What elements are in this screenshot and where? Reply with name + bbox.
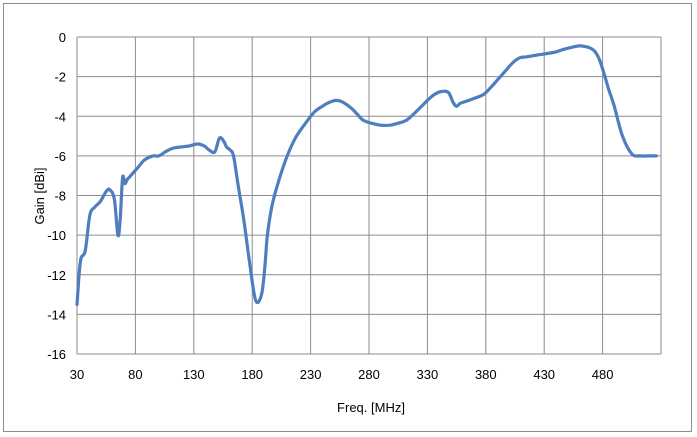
y-axis-title: Gain [dBi] bbox=[32, 167, 47, 224]
gain-chart: 0 -2 -4 -6 -8 -10 -12 -14 -16 30 80 130 180 230 280 33… bbox=[32, 30, 662, 415]
x-tick-label: 280 bbox=[358, 367, 380, 382]
x-tick-label: 480 bbox=[592, 367, 614, 382]
y-tick-label: -8 bbox=[54, 189, 66, 204]
x-tick-label: 130 bbox=[183, 367, 205, 382]
y-tick-labels: 0 -2 -4 -6 -8 -10 -12 -14 -16 bbox=[47, 30, 66, 362]
x-tick-label: 430 bbox=[533, 367, 555, 382]
x-tick-label: 380 bbox=[475, 367, 497, 382]
x-tick-label: 180 bbox=[241, 367, 263, 382]
y-tick-label: -14 bbox=[47, 307, 66, 322]
y-tick-label: -6 bbox=[54, 149, 66, 164]
gridlines bbox=[76, 36, 662, 355]
x-tick-label: 30 bbox=[70, 367, 84, 382]
y-tick-label: 0 bbox=[59, 30, 66, 45]
x-tick-label: 230 bbox=[300, 367, 322, 382]
y-tick-label: -4 bbox=[54, 109, 66, 124]
y-tick-label: -12 bbox=[47, 268, 66, 283]
series-group bbox=[75, 44, 658, 307]
x-axis-title: Freq. [MHz] bbox=[337, 400, 405, 415]
y-tick-label: -10 bbox=[47, 228, 66, 243]
x-tick-label: 330 bbox=[417, 367, 439, 382]
x-tick-labels: 30 80 130 180 230 280 330 380 430 480 bbox=[70, 367, 614, 382]
y-tick-label: -2 bbox=[54, 70, 66, 85]
gain-series-line bbox=[75, 44, 658, 307]
chart-frame: 0 -2 -4 -6 -8 -10 -12 -14 -16 30 80 130 180 230 280 33… bbox=[3, 3, 692, 432]
y-tick-label: -16 bbox=[47, 347, 66, 362]
x-tick-label: 80 bbox=[128, 367, 142, 382]
